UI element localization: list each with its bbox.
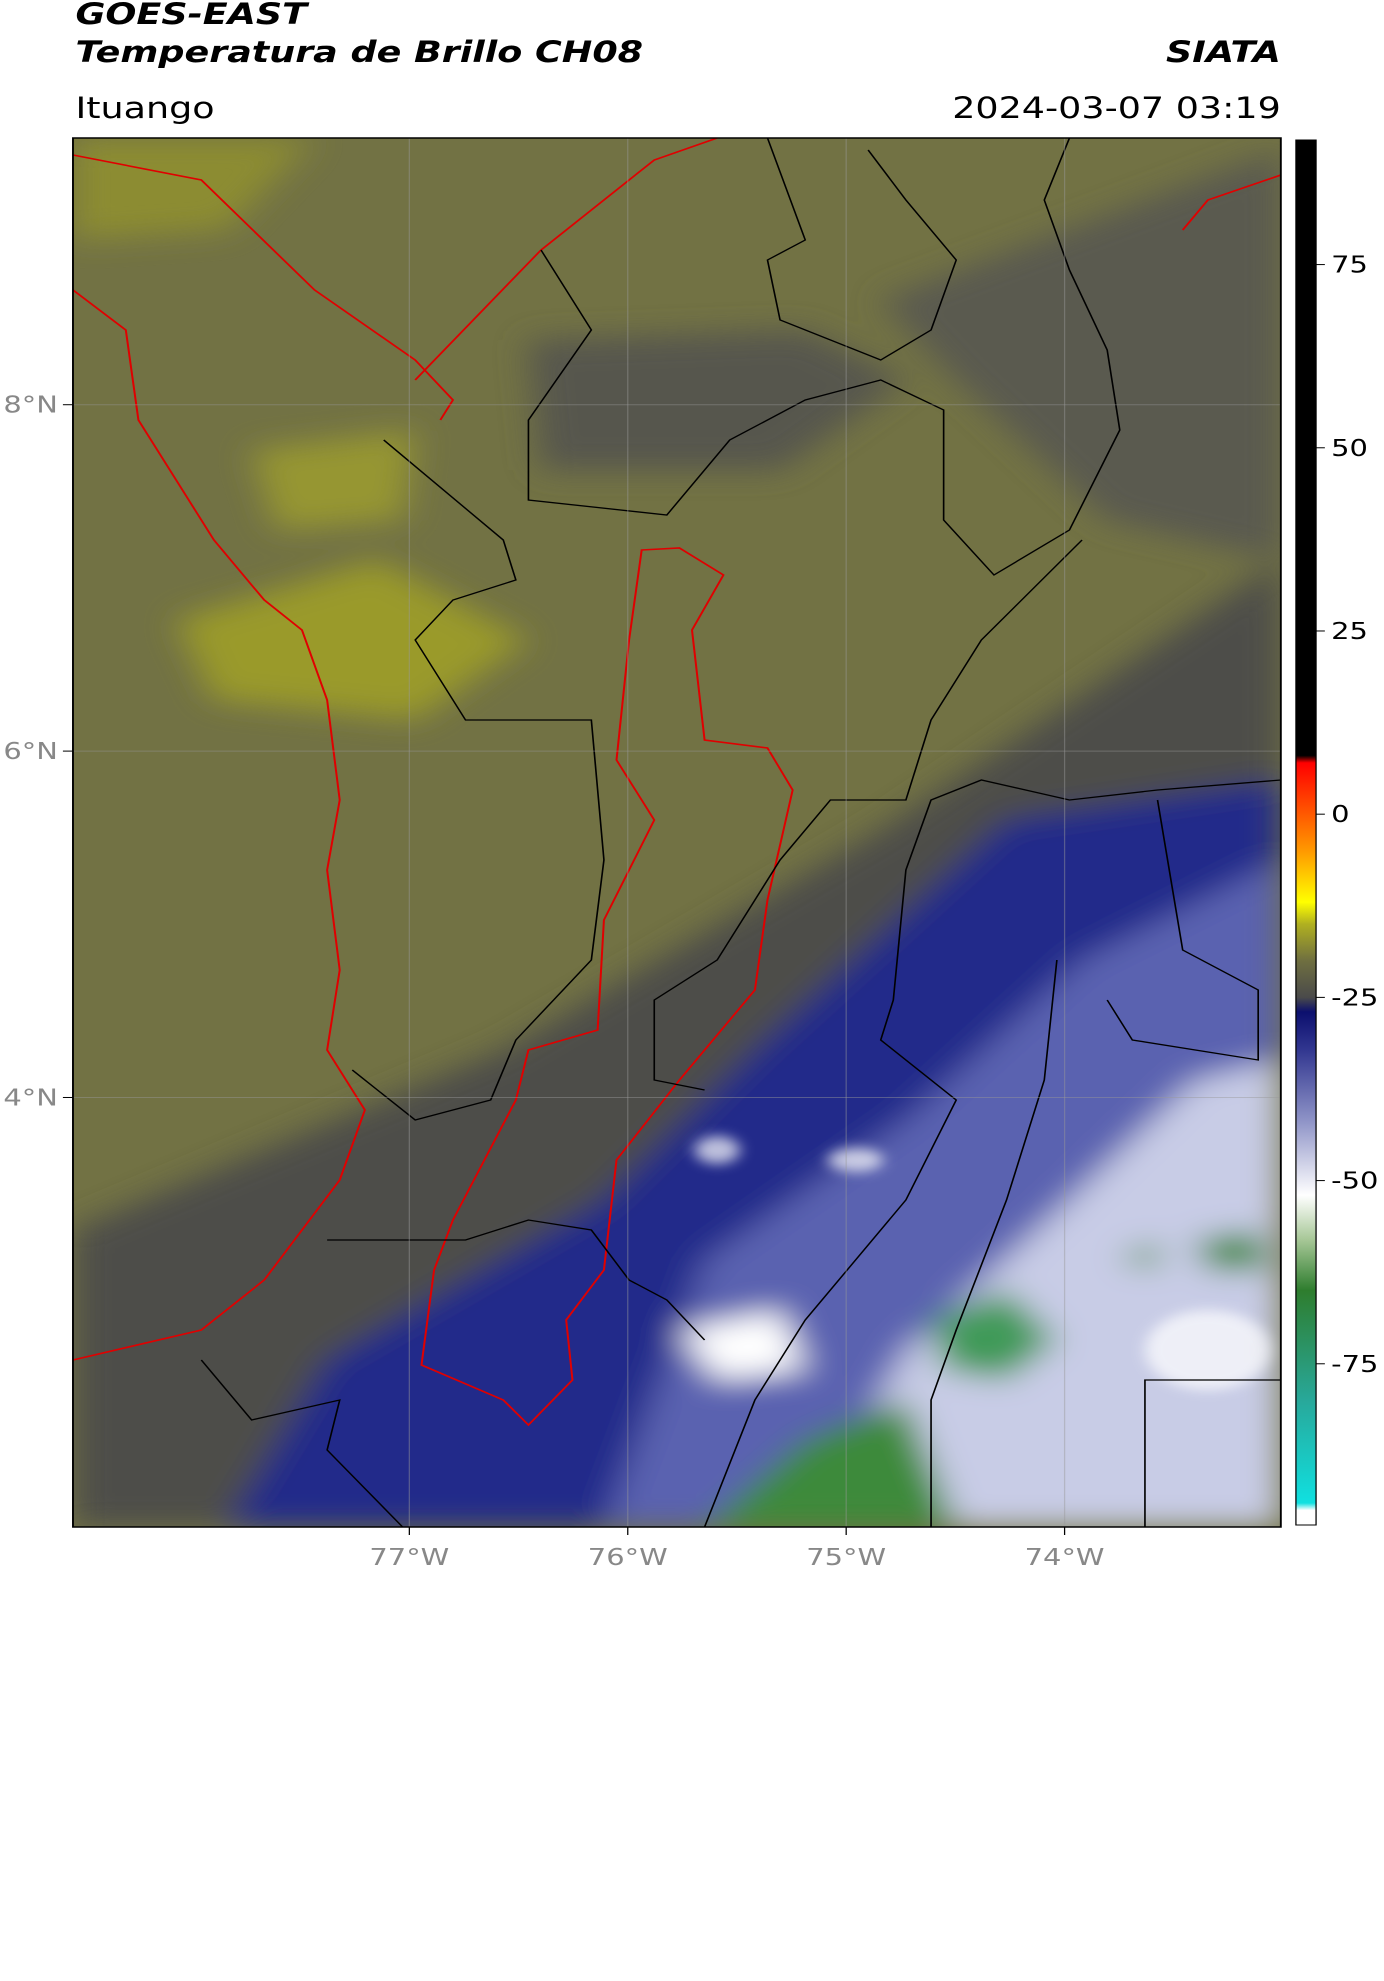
colorbar (1295, 139, 1317, 1526)
colorbar-tick-label: 0 (1331, 802, 1349, 828)
title: GOES-EAST (75, 0, 309, 31)
colorbar-tick-label: 25 (1331, 619, 1368, 645)
map-frame (72, 137, 1282, 1528)
x-tick-label: 75°W (806, 1545, 886, 1571)
colorbar-tick-label: -75 (1331, 1352, 1378, 1378)
x-tick-label: 76°W (588, 1545, 668, 1571)
colorbar-tick-label: 50 (1331, 436, 1368, 462)
location: Ituango (75, 91, 214, 125)
y-tick-label: 4°N (3, 1085, 58, 1111)
y-tick-label: 8°N (3, 392, 58, 418)
x-tick-label: 74°W (1025, 1545, 1105, 1571)
subtitle: Temperatura de Brillo CH08 (75, 35, 643, 69)
satellite-image (72, 138, 1281, 1527)
colorbar-tick-label: -25 (1331, 985, 1378, 1011)
colorbar-tick-label: 75 (1331, 252, 1368, 278)
datetime: 2024-03-07 03:19 (952, 91, 1281, 125)
colorbar-tick-label: -50 (1331, 1168, 1378, 1194)
gridlines (72, 138, 1281, 1527)
source: SIATA (1166, 35, 1281, 69)
y-tick-label: 6°N (3, 739, 58, 765)
x-tick-label: 77°W (369, 1545, 449, 1571)
